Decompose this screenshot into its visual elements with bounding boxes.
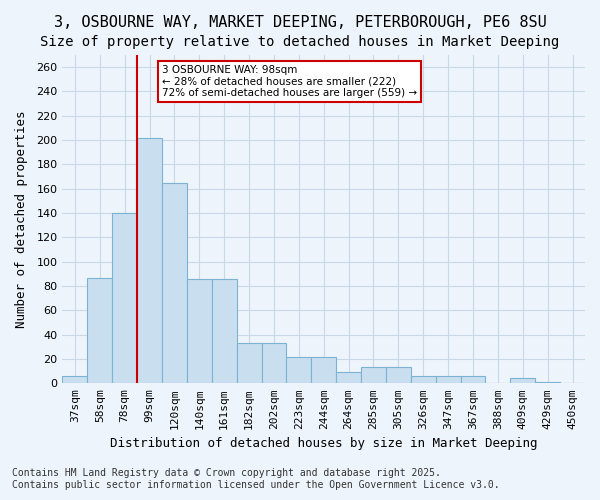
Bar	[137, 138, 162, 384]
Y-axis label: Number of detached properties: Number of detached properties	[15, 110, 28, 328]
Bar	[411, 376, 436, 384]
Bar	[535, 382, 560, 384]
X-axis label: Distribution of detached houses by size in Market Deeping: Distribution of detached houses by size …	[110, 437, 538, 450]
Bar	[461, 376, 485, 384]
Bar	[88, 278, 112, 384]
Bar	[336, 372, 361, 384]
Bar	[386, 368, 411, 384]
Text: Contains HM Land Registry data © Crown copyright and database right 2025.
Contai: Contains HM Land Registry data © Crown c…	[12, 468, 500, 490]
Bar	[162, 182, 187, 384]
Bar	[236, 343, 262, 384]
Bar	[112, 213, 137, 384]
Bar	[212, 278, 236, 384]
Bar	[286, 356, 311, 384]
Bar	[62, 376, 88, 384]
Bar	[511, 378, 535, 384]
Bar	[311, 356, 336, 384]
Bar	[262, 343, 286, 384]
Text: Size of property relative to detached houses in Market Deeping: Size of property relative to detached ho…	[40, 35, 560, 49]
Bar	[436, 376, 461, 384]
Text: 3, OSBOURNE WAY, MARKET DEEPING, PETERBOROUGH, PE6 8SU: 3, OSBOURNE WAY, MARKET DEEPING, PETERBO…	[53, 15, 547, 30]
Bar	[361, 368, 386, 384]
Text: 3 OSBOURNE WAY: 98sqm
← 28% of detached houses are smaller (222)
72% of semi-det: 3 OSBOURNE WAY: 98sqm ← 28% of detached …	[162, 64, 417, 98]
Bar	[187, 278, 212, 384]
